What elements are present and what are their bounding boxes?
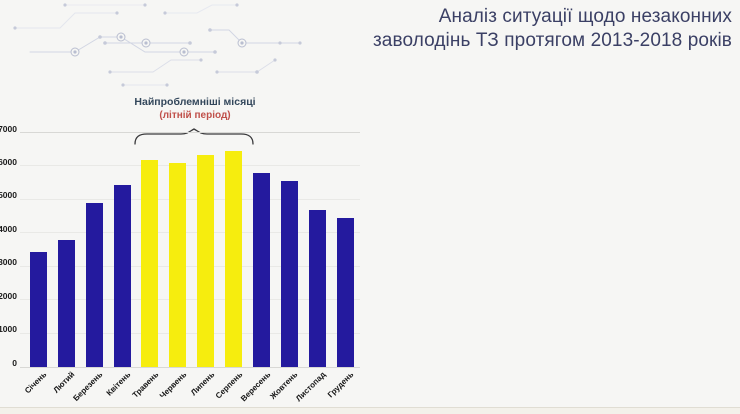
y-tick-6000: 6000	[0, 156, 17, 167]
x-tick-Листопад: Листопад	[294, 370, 328, 404]
x-tick-Травень: Травень	[130, 370, 161, 400]
page-title-line-1: Аналіз ситуації щодо незаконних	[438, 6, 732, 27]
bar-Вересень	[253, 173, 270, 367]
gridline-2000	[20, 299, 360, 301]
bar-Червень	[169, 163, 187, 367]
bar-Січень	[29, 251, 47, 367]
gridline-4000	[20, 232, 360, 234]
gridline-5000	[20, 198, 360, 200]
y-tick-0: 0	[12, 357, 17, 368]
y-tick-7000: 7000	[0, 123, 17, 134]
bar-Травень	[141, 159, 159, 367]
chart-annotation: Найпроблемніші місяці (літній період)	[105, 96, 285, 122]
x-tick-Липень: Липень	[188, 370, 217, 398]
bar-Березень	[85, 203, 103, 367]
gridline-1000	[20, 332, 360, 334]
gridline-3000	[20, 265, 360, 267]
x-tick-Лютий: Лютий	[51, 370, 77, 395]
bar-chart: 0 1000 2000 3000 4000 5000 6000 7000 Січень Люти…	[0, 124, 372, 414]
circuit-decoration-graphic	[13, 3, 302, 87]
page-title: Аналіз ситуації щодо незаконних заволоді…	[332, 5, 732, 53]
bar-Липень	[197, 154, 215, 367]
bar-Лютий	[57, 239, 75, 367]
x-tick-Грудень: Грудень	[326, 370, 356, 400]
plot-area	[20, 132, 360, 368]
y-tick-4000: 4000	[0, 223, 17, 234]
x-tick-Червень: Червень	[157, 370, 189, 401]
bottom-divider	[0, 407, 740, 414]
y-tick-1000: 1000	[0, 324, 17, 335]
y-tick-5000: 5000	[0, 190, 17, 201]
gridline-6000	[20, 165, 360, 167]
bar-Квітень	[113, 184, 131, 367]
bar-Листопад	[308, 209, 326, 367]
gridline-7000	[20, 132, 360, 133]
x-tick-Січень: Січень	[23, 370, 49, 396]
gridline-0	[20, 367, 360, 368]
y-tick-2000: 2000	[0, 290, 17, 301]
bar-Серпень	[225, 151, 243, 367]
node-rings	[70, 32, 247, 57]
y-tick-3000: 3000	[0, 257, 17, 268]
curly-brace-icon	[134, 128, 254, 145]
annotation-text: Найпроблемніші місяці	[134, 96, 256, 108]
annotation-subtext: (літній період)	[159, 110, 231, 121]
bar-Жовтень	[280, 181, 298, 367]
x-tick-Квітень: Квітень	[104, 370, 133, 398]
bar-Грудень	[336, 218, 354, 367]
x-tick-Березень: Березень	[71, 370, 105, 403]
page-title-line-2: заволодінь ТЗ протягом 2013-2018 років	[372, 30, 732, 51]
